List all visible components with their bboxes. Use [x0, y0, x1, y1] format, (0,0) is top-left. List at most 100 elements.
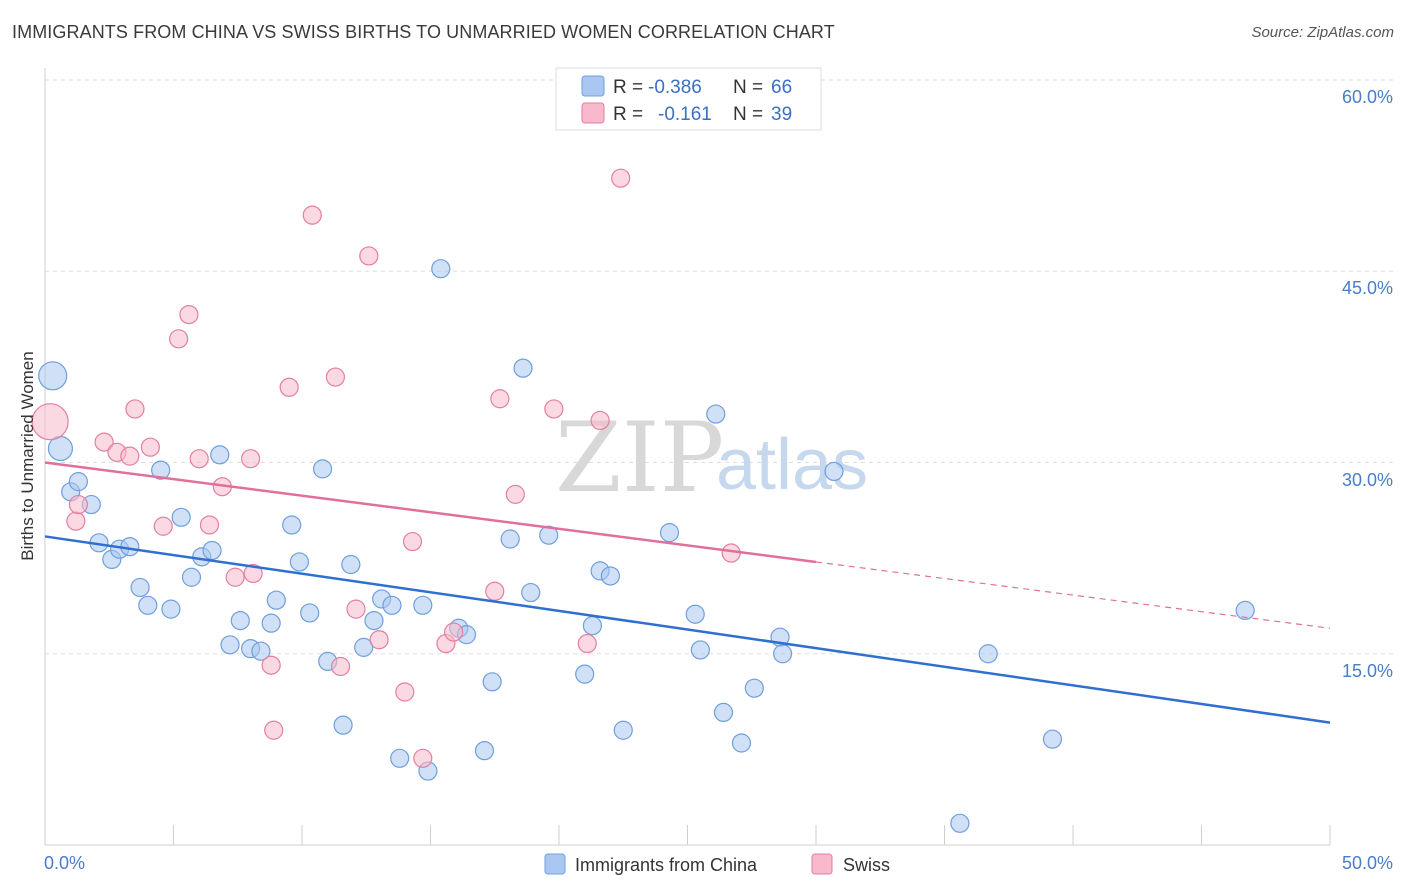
watermark: ZIP atlas — [555, 402, 868, 514]
points-layer — [31, 168, 1255, 833]
legend-bottom: Immigrants from China Swiss — [544, 853, 890, 875]
swiss-point — [611, 168, 631, 188]
legend-top: R = -0.386 N = 66 R = -0.161 N = 39 — [555, 67, 822, 131]
swiss-point — [94, 432, 114, 452]
china-point — [521, 582, 541, 603]
swiss-point — [485, 581, 505, 601]
china-point — [68, 472, 89, 492]
china-point — [390, 748, 410, 768]
legend-bottom-swiss-swatch — [811, 853, 833, 875]
watermark-atlas: atlas — [716, 425, 868, 505]
swiss-point — [125, 399, 145, 419]
china-point — [1235, 600, 1255, 621]
source-credit: Source: ZipAtlas.com — [1251, 24, 1394, 41]
china-point — [38, 361, 68, 391]
watermark-zip: ZIP — [555, 402, 724, 514]
legend-swiss-swatch — [581, 102, 605, 124]
swiss-point — [179, 305, 199, 325]
china-point — [220, 635, 240, 655]
china-point — [282, 515, 302, 535]
china-point — [161, 599, 181, 619]
china-point — [138, 595, 158, 615]
china-point — [685, 604, 705, 624]
china-point — [713, 702, 734, 723]
swiss-point — [279, 377, 299, 397]
swiss-point — [330, 656, 351, 677]
y-tick-60: 60.0% — [1342, 87, 1393, 107]
china-point — [575, 664, 595, 684]
chart-title: IMMIGRANTS FROM CHINA VS SWISS BIRTHS TO… — [12, 22, 835, 42]
legend-china-n-value: 66 — [771, 77, 792, 98]
swiss-point — [302, 205, 322, 225]
china-point — [181, 567, 202, 587]
y-tick-45: 45.0% — [1342, 278, 1393, 298]
y-tick-15: 15.0% — [1342, 661, 1393, 681]
china-point — [202, 540, 222, 561]
china-point — [333, 715, 353, 735]
china-point — [513, 358, 533, 378]
legend-china-n-label: N = — [733, 77, 763, 98]
china-point — [382, 595, 402, 615]
legend-bottom-swiss-label: Swiss — [843, 855, 890, 875]
china-point — [210, 445, 230, 465]
china-point — [261, 613, 281, 633]
china-point — [130, 577, 150, 598]
swiss-point — [544, 399, 564, 419]
swiss-point — [68, 494, 89, 515]
legend-china-r-label: R = — [613, 77, 643, 98]
china-point — [289, 552, 310, 572]
china-point — [266, 590, 286, 610]
swiss-point — [225, 567, 245, 587]
china-point — [978, 644, 998, 664]
legend-bottom-china-label: Immigrants from China — [575, 855, 758, 875]
china-point — [413, 595, 433, 615]
china-point — [706, 404, 726, 424]
legend-swiss-n-value: 39 — [771, 104, 792, 125]
swiss-point — [199, 515, 220, 535]
china-point — [731, 733, 752, 753]
swiss-point — [120, 446, 140, 466]
china-point — [659, 523, 680, 543]
china-point — [151, 460, 171, 480]
china-point — [171, 507, 191, 527]
swiss-trend-extension — [815, 561, 1331, 629]
swiss-point — [189, 449, 209, 469]
swiss-point — [490, 389, 510, 409]
china-point — [539, 525, 559, 545]
legend-china-r-value: -0.386 — [648, 77, 702, 98]
china-point — [300, 603, 320, 623]
china-point — [482, 672, 502, 692]
china-point — [230, 610, 250, 631]
x-tick-max: 50.0% — [1342, 853, 1393, 873]
china-point — [354, 637, 374, 657]
swiss-point — [153, 516, 173, 536]
china-point — [364, 610, 384, 631]
china-point — [431, 259, 451, 279]
swiss-trend-line — [44, 461, 817, 564]
swiss-point — [444, 622, 464, 642]
china-point — [600, 566, 621, 586]
china-trend-line — [44, 535, 1331, 724]
swiss-point — [66, 511, 86, 531]
china-point — [251, 641, 271, 661]
swiss-point — [346, 599, 366, 619]
legend-swiss-r-value: -0.161 — [658, 104, 712, 125]
swiss-point — [243, 563, 263, 584]
china-point — [474, 741, 495, 761]
swiss-point — [505, 484, 525, 504]
china-point — [1042, 729, 1063, 749]
swiss-point — [395, 682, 415, 702]
swiss-point — [325, 367, 346, 387]
china-point — [772, 644, 793, 664]
china-point — [341, 554, 361, 575]
x-tick-min: 0.0% — [44, 853, 85, 873]
china-point — [950, 813, 970, 833]
legend-bottom-china-swatch — [544, 853, 566, 875]
china-point — [582, 616, 603, 636]
swiss-point — [241, 449, 261, 469]
swiss-point — [577, 633, 597, 654]
china-point — [824, 461, 844, 482]
swiss-point — [413, 748, 433, 768]
china-point — [500, 529, 520, 549]
